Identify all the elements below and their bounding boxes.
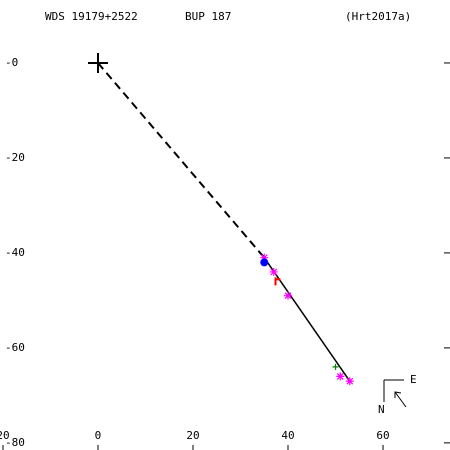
x-tick-label: 60 [376, 429, 389, 442]
x-tick-label: 40 [281, 429, 294, 442]
x-tick-label: 20 [186, 429, 199, 442]
compass-arrow-head [394, 391, 402, 398]
point [345, 377, 354, 386]
compass-arrow [394, 391, 407, 408]
point [260, 258, 269, 267]
orbit-segment [263, 257, 351, 382]
y-tick-label: -80 [5, 436, 25, 449]
point [332, 363, 339, 370]
compass [383, 379, 407, 408]
point [260, 253, 269, 262]
y-tick-label: -20 [5, 151, 25, 164]
orbit-segment [97, 62, 266, 259]
compass-north: N [378, 403, 385, 416]
x-tick-label: 20 [0, 429, 10, 442]
primary-star [87, 52, 108, 73]
point [269, 267, 278, 276]
chart-subtitle: BUP 187 [185, 10, 231, 23]
point [336, 372, 345, 381]
chart-title: WDS 19179+2522 [45, 10, 138, 23]
y-tick-label: -60 [5, 341, 25, 354]
y-tick-label: -40 [5, 246, 25, 259]
point [274, 277, 281, 286]
point [284, 291, 293, 300]
reference: (Hrt2017a) [345, 10, 411, 23]
x-tick-label: 0 [95, 429, 102, 442]
compass-east: E [410, 373, 417, 386]
y-tick-label: -0 [5, 56, 18, 69]
